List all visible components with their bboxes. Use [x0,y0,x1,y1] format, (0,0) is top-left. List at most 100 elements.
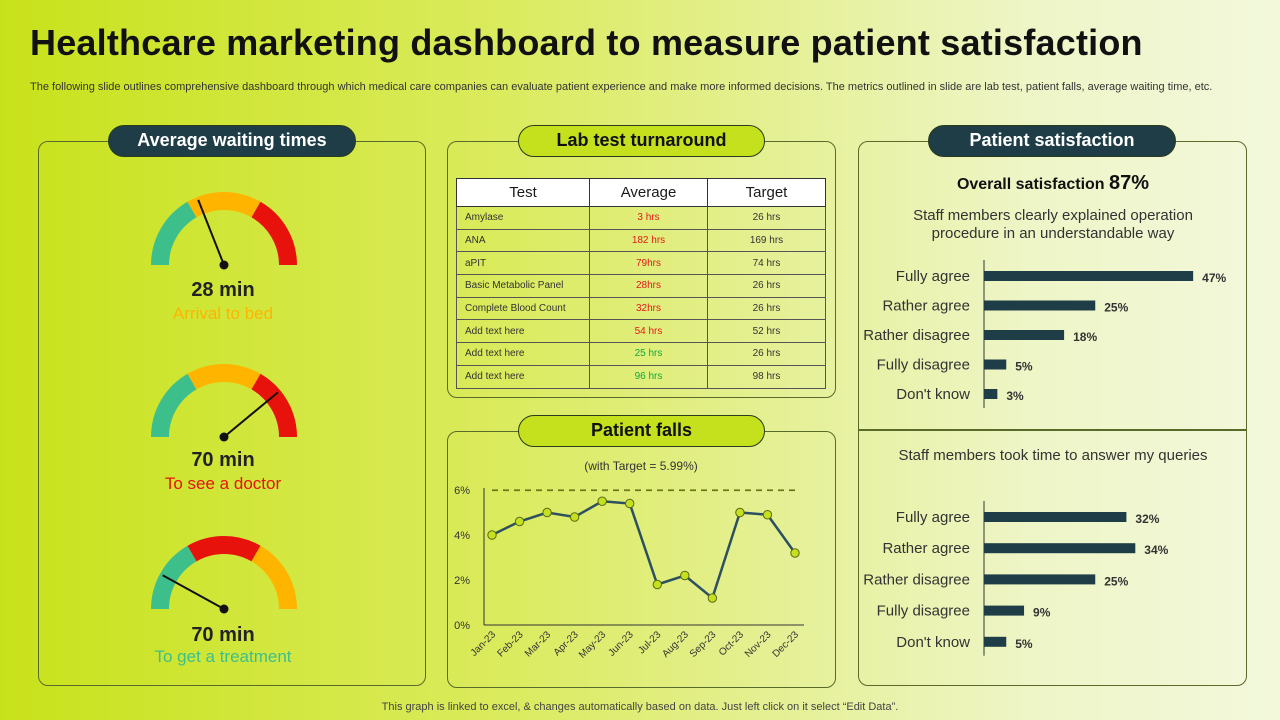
col-target: Target [707,178,826,207]
q2-bar-chart: Fully agree 32% Rather agree 34% Rather disa… [863,501,1169,656]
cell-average: 54 hrs [589,319,708,344]
falls-point [542,507,552,518]
falls-x-tick: Jan-23 [469,629,499,659]
q1-category-label: Fully disagree [877,357,970,374]
falls-point [487,530,497,540]
falls-point [790,548,800,558]
falls-x-tick: Feb-23 [495,629,525,659]
cell-average: 32hrs [589,296,708,321]
falls-y-tick: 2% [454,575,470,587]
cell-average: 28hrs [589,274,708,298]
cell-target: 169 hrs [707,228,826,253]
overall-label: Overall satisfaction [956,176,1105,193]
gauge-label-treatment: To get a treatment [154,647,292,666]
table-row: Add text here 54 hrs 52 hrs [456,319,826,344]
q2-category-label: Fully disagree [877,603,970,620]
q2-bar [984,574,1096,585]
cell-average: 96 hrs [589,364,708,389]
col-test: Test [456,178,590,207]
gauge-1-pivot [219,432,229,442]
falls-x-tick: Jun-23 [606,629,636,659]
falls-y-tick: 6% [454,485,470,497]
q2-category-label: Rather agree [882,540,970,557]
cell-target: 52 hrs [707,319,826,344]
falls-x-tick: Oct-23 [717,629,746,658]
cell-test: Basic Metabolic Panel [456,274,590,298]
cell-test: Add text here [456,319,590,344]
q1-bar [984,389,998,399]
q1-value-label: 47% [1202,271,1226,285]
waiting-gauges [151,192,297,614]
falls-point [514,516,525,527]
satisfaction-header: Patient satisfaction [928,125,1176,157]
gauge-1-segment-2 [251,373,297,438]
cell-test: Add text here [456,342,590,366]
q1-value-label: 25% [1104,301,1128,315]
q1-bar-chart: Fully agree 47% Rather agree 25% Rather disa… [863,260,1226,408]
gauge-2-segment-0 [151,545,197,610]
lab-table-header: Test Average Target [456,178,826,207]
gauge-0-needle [197,199,225,266]
falls-header: Patient falls [518,415,765,447]
falls-chart-title: (with Target = 5.99%) [584,459,698,473]
cell-test: Complete Blood Count [456,296,590,321]
gauge-2-pivot [219,604,229,614]
falls-x-tick: May-23 [577,629,609,661]
table-row: Amylase 3 hrs 26 hrs [456,206,826,230]
gauge-1-segment-0 [151,373,197,438]
falls-point [597,496,607,506]
gauge-value-doctor: 70 min [191,449,255,471]
q2-bar [984,605,1025,616]
cell-average: 25 hrs [589,342,708,366]
q1-category-label: Don't know [896,386,970,403]
gauge-label-arrival: Arrival to bed [172,304,274,323]
gauge-value-arrival: 28 min [191,279,255,301]
falls-point [762,510,773,520]
q1-bar [984,300,1096,311]
gauge-2-segment-2 [251,545,297,610]
question-1: Staff members clearly explained operatio… [913,207,1193,242]
q2-category-label: Fully agree [896,509,970,526]
q2-value-label: 9% [1033,606,1051,620]
falls-x-tick: Sep-23 [688,629,719,660]
gauge-0-segment-1 [187,192,261,218]
gauge-value-treatment: 70 min [191,624,255,646]
falls-y-tick: 4% [454,530,470,542]
falls-series-line [491,499,797,601]
question-2: Staff members took time to answer my que… [898,447,1208,464]
gauge-0-segment-2 [251,201,297,266]
q2-bar [984,636,1007,647]
q2-value-label: 25% [1104,574,1128,588]
table-row: Add text here 96 hrs 98 hrs [456,364,826,389]
falls-x-tick: Dec-23 [771,629,802,660]
q2-category-label: Don't know [896,634,970,651]
lab-table: Test Average Target Amylase 3 hrs 26 hrs AN… [456,178,826,389]
cell-average: 3 hrs [589,206,708,230]
gauge-1-segment-1 [187,364,261,390]
cell-target: 26 hrs [707,296,826,321]
cell-test: Add text here [456,364,590,389]
table-row: ANA 182 hrs 169 hrs [456,228,826,253]
gauge-2-needle [162,574,225,610]
cell-target: 98 hrs [707,364,826,389]
q2-category-label: Rather disagree [863,571,970,588]
falls-point [735,507,745,518]
gauge-0-pivot [219,260,229,270]
table-row: Add text here 25 hrs 26 hrs [456,342,826,366]
table-row: aPIT 79hrs 74 hrs [456,251,826,276]
falls-point [680,570,690,581]
waiting-header: Average waiting times [108,125,356,157]
q2-value-label: 32% [1135,512,1159,526]
cell-target: 26 hrs [707,206,826,230]
falls-point [625,498,635,509]
gauge-2-segment-1 [187,536,261,562]
falls-point [707,593,718,603]
falls-x-tick: Nov-23 [743,629,774,660]
page-title: Healthcare marketing dashboard to measur… [30,22,1143,63]
q1-value-label: 3% [1006,389,1024,403]
page-subtitle: The following slide outlines comprehensi… [30,81,1213,93]
gauge-1-needle [223,391,279,438]
falls-y-tick: 0% [454,620,470,632]
q1-value-label: 18% [1073,330,1097,344]
footer-note: This graph is linked to excel, & changes… [381,701,899,713]
